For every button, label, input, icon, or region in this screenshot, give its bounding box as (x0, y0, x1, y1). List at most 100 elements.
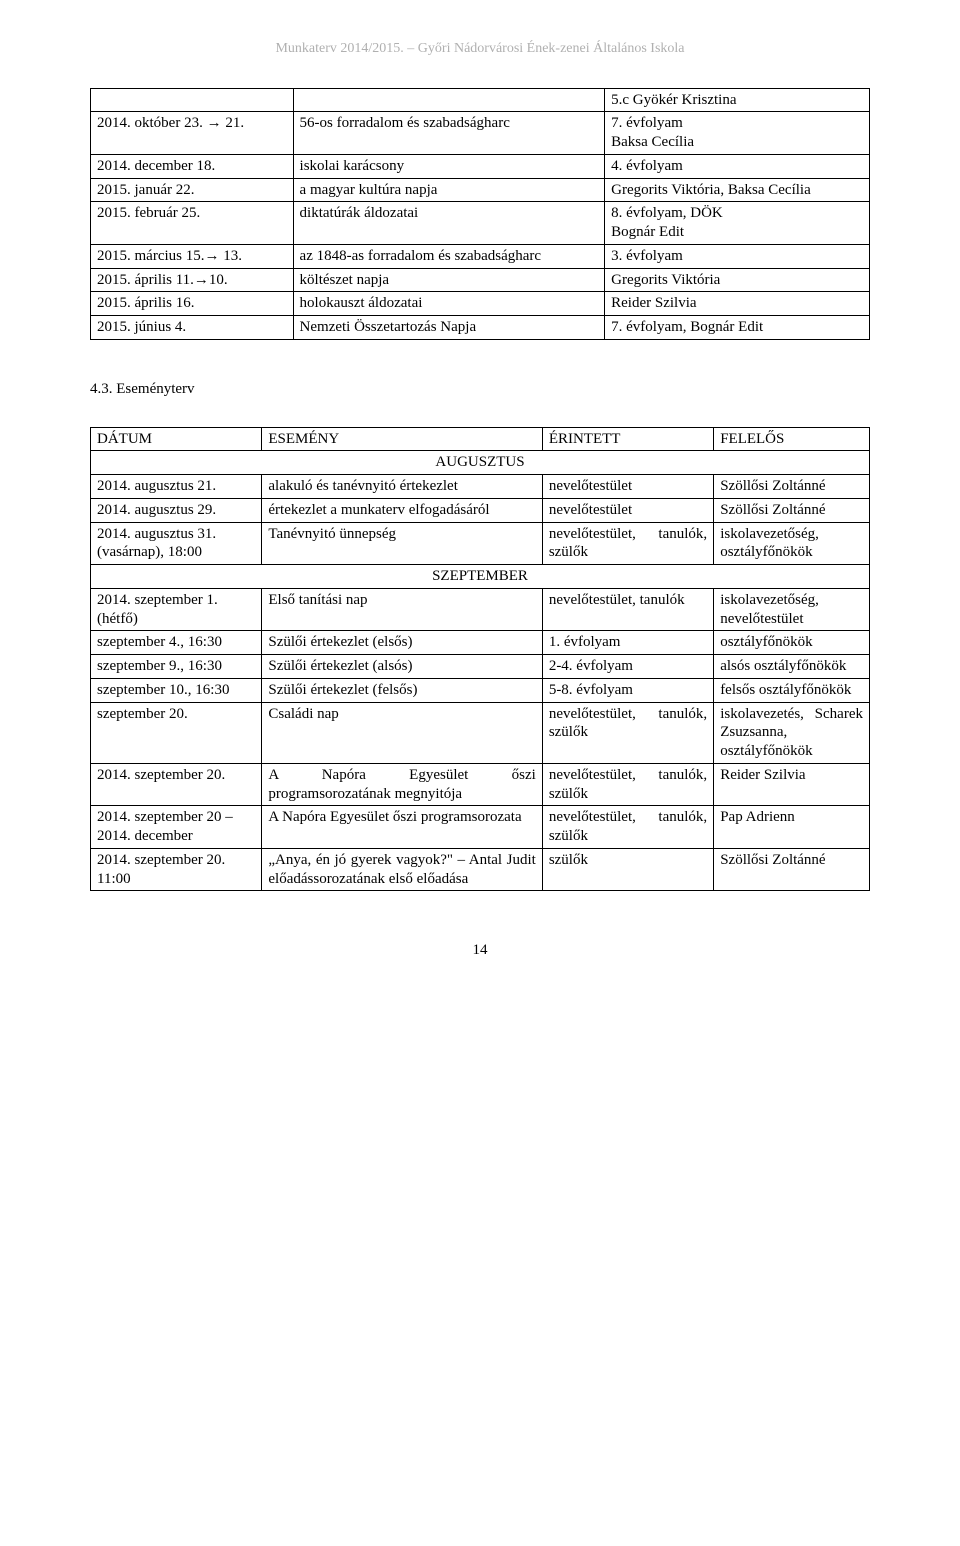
cell-event: a magyar kultúra napja (293, 178, 605, 202)
table-row: 2015. január 22. a magyar kultúra napja … (91, 178, 870, 202)
cell-event: 56-os forradalom és szabadságharc (293, 112, 605, 155)
table-row: 2014. augusztus 29. értekezlet a munkate… (91, 498, 870, 522)
cell-event: diktatúrák áldozatai (293, 202, 605, 245)
cell-date: szeptember 10., 16:30 (91, 678, 262, 702)
cell-event: Szülői értekezlet (elsős) (262, 631, 542, 655)
cell-date: 2014. december 18. (91, 154, 294, 178)
cell-date: szeptember 20. (91, 702, 262, 763)
col-event: ESEMÉNY (262, 427, 542, 451)
cell-date: 2015. június 4. (91, 316, 294, 340)
event-plan-table: DÁTUM ESEMÉNY ÉRINTETT FELELŐS AUGUSZTUS… (90, 427, 870, 892)
cell-date: 2014. október 23. → 21. (91, 112, 294, 155)
col-date: DÁTUM (91, 427, 262, 451)
month-label: AUGUSZTUS (91, 451, 870, 475)
cell-event: Családi nap (262, 702, 542, 763)
cell-date: 2014. augusztus 21. (91, 475, 262, 499)
cell-event: Nemzeti Összetartozás Napja (293, 316, 605, 340)
table-row: szeptember 9., 16:30 Szülői értekezlet (… (91, 655, 870, 679)
cell-affected: nevelőtestület (542, 475, 713, 499)
page-header: Munkaterv 2014/2015. – Győri Nádorvárosi… (90, 40, 870, 58)
cell-date: 2015. január 22. (91, 178, 294, 202)
cell-resp: alsós osztályfőnökök (714, 655, 870, 679)
cell-resp: Reider Szilvia (605, 292, 870, 316)
cell-date: 2014. szeptember 20. 11:00 (91, 848, 262, 891)
cell-event: holokauszt áldozatai (293, 292, 605, 316)
cell-date: 2015. április 11.→10. (91, 268, 294, 292)
cell-affected: nevelőtestület, tanulók (542, 588, 713, 631)
cell-date: szeptember 9., 16:30 (91, 655, 262, 679)
month-row-august: AUGUSZTUS (91, 451, 870, 475)
cell-event: Első tanítási nap (262, 588, 542, 631)
page-number: 14 (90, 941, 870, 960)
table-row: 2014. szeptember 20 – 2014. december A N… (91, 806, 870, 849)
cell-resp: Reider Szilvia (714, 763, 870, 806)
cell-resp: 7. évfolyam Baksa Cecília (605, 112, 870, 155)
table-row: 2014. szeptember 1. (hétfő) Első tanítás… (91, 588, 870, 631)
cell-resp: Gregorits Viktória (605, 268, 870, 292)
cell-resp: felsős osztályfőnökök (714, 678, 870, 702)
cell-date: 2015. február 25. (91, 202, 294, 245)
cell-event: A Napóra Egyesület őszi programsorozatán… (262, 763, 542, 806)
cell-event: költészet napja (293, 268, 605, 292)
cell-affected: szülők (542, 848, 713, 891)
cell-resp: iskolavezetőség, osztályfőnökök (714, 522, 870, 565)
cell-affected: nevelőtestület, tanulók, szülők (542, 806, 713, 849)
col-responsible: FELELŐS (714, 427, 870, 451)
cell-date (91, 88, 294, 112)
cell-resp: osztályfőnökök (714, 631, 870, 655)
section-heading: 4.3. Eseményterv (90, 380, 870, 399)
table-row: 2015. június 4. Nemzeti Összetartozás Na… (91, 316, 870, 340)
table-row: 2015. március 15.→ 13. az 1848-as forrad… (91, 244, 870, 268)
cell-resp: Pap Adrienn (714, 806, 870, 849)
table-row: 2014. szeptember 20. 11:00 „Anya, én jó … (91, 848, 870, 891)
cell-date: 2015. március 15.→ 13. (91, 244, 294, 268)
table-row: 2015. február 25. diktatúrák áldozatai 8… (91, 202, 870, 245)
cell-date: 2014. szeptember 20 – 2014. december (91, 806, 262, 849)
month-row-september: SZEPTEMBER (91, 565, 870, 589)
table-row: 2014. október 23. → 21. 56-os forradalom… (91, 112, 870, 155)
cell-resp: 3. évfolyam (605, 244, 870, 268)
table-row: 2015. április 11.→10. költészet napja Gr… (91, 268, 870, 292)
cell-resp: Szöllősi Zoltánné (714, 498, 870, 522)
table-row: szeptember 4., 16:30 Szülői értekezlet (… (91, 631, 870, 655)
cell-resp: Szöllősi Zoltánné (714, 475, 870, 499)
cell-resp: 7. évfolyam, Bognár Edit (605, 316, 870, 340)
cell-event: Szülői értekezlet (alsós) (262, 655, 542, 679)
cell-affected: nevelőtestület (542, 498, 713, 522)
table-header-row: DÁTUM ESEMÉNY ÉRINTETT FELELŐS (91, 427, 870, 451)
cell-event (293, 88, 605, 112)
cell-event: „Anya, én jó gyerek vagyok?" – Antal Jud… (262, 848, 542, 891)
table-row: szeptember 20. Családi nap nevelőtestüle… (91, 702, 870, 763)
col-affected: ÉRINTETT (542, 427, 713, 451)
cell-resp: 5.c Gyökér Krisztina (605, 88, 870, 112)
cell-affected: 1. évfolyam (542, 631, 713, 655)
cell-event: alakuló és tanévnyitó értekezlet (262, 475, 542, 499)
cell-date: 2014. szeptember 1. (hétfő) (91, 588, 262, 631)
cell-event: Tanévnyitó ünnepség (262, 522, 542, 565)
cell-date: 2014. szeptember 20. (91, 763, 262, 806)
table-row: 2014. december 18. iskolai karácsony 4. … (91, 154, 870, 178)
cell-affected: nevelőtestület, tanulók, szülők (542, 702, 713, 763)
cell-affected: nevelőtestület, tanulók, szülők (542, 763, 713, 806)
cell-resp: Szöllősi Zoltánné (714, 848, 870, 891)
table-row: szeptember 10., 16:30 Szülői értekezlet … (91, 678, 870, 702)
cell-resp: 4. évfolyam (605, 154, 870, 178)
month-label: SZEPTEMBER (91, 565, 870, 589)
cell-affected: nevelőtestület, tanulók, szülők (542, 522, 713, 565)
cell-date: 2015. április 16. (91, 292, 294, 316)
table-row: 5.c Gyökér Krisztina (91, 88, 870, 112)
schedule-table-1: 5.c Gyökér Krisztina 2014. október 23. →… (90, 88, 870, 340)
cell-resp: 8. évfolyam, DÖK Bognár Edit (605, 202, 870, 245)
table-row: 2014. augusztus 21. alakuló és tanévnyit… (91, 475, 870, 499)
cell-event: Szülői értekezlet (felsős) (262, 678, 542, 702)
table-row: 2015. április 16. holokauszt áldozatai R… (91, 292, 870, 316)
cell-event: az 1848-as forradalom és szabadságharc (293, 244, 605, 268)
cell-resp: Gregorits Viktória, Baksa Cecília (605, 178, 870, 202)
cell-affected: 5-8. évfolyam (542, 678, 713, 702)
cell-event: iskolai karácsony (293, 154, 605, 178)
cell-event: A Napóra Egyesület őszi programsorozata (262, 806, 542, 849)
cell-date: 2014. augusztus 29. (91, 498, 262, 522)
cell-affected: 2-4. évfolyam (542, 655, 713, 679)
table-row: 2014. szeptember 20. A Napóra Egyesület … (91, 763, 870, 806)
cell-resp: iskolavezetés, Scharek Zsuzsanna, osztál… (714, 702, 870, 763)
